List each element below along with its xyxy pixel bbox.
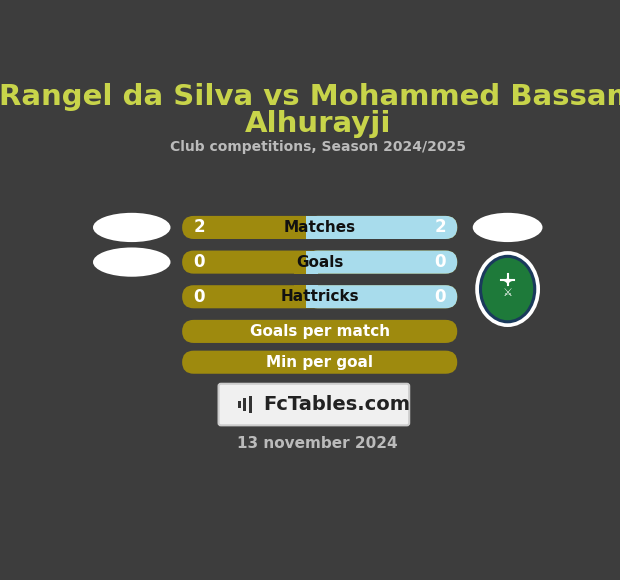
FancyBboxPatch shape <box>306 216 317 239</box>
Text: 13 november 2024: 13 november 2024 <box>237 436 398 451</box>
FancyBboxPatch shape <box>306 251 458 274</box>
FancyBboxPatch shape <box>249 396 252 413</box>
FancyBboxPatch shape <box>294 285 306 309</box>
Text: 0: 0 <box>193 288 205 306</box>
Text: 0: 0 <box>193 253 205 271</box>
FancyBboxPatch shape <box>182 216 458 239</box>
Ellipse shape <box>479 255 536 323</box>
Text: FcTables.com: FcTables.com <box>264 395 410 414</box>
Text: Rangel da Silva vs Mohammed Bassam: Rangel da Silva vs Mohammed Bassam <box>0 82 620 111</box>
FancyBboxPatch shape <box>182 320 458 343</box>
Text: 0: 0 <box>435 288 446 306</box>
Text: 0: 0 <box>435 253 446 271</box>
Text: Club competitions, Season 2024/2025: Club competitions, Season 2024/2025 <box>170 140 466 154</box>
Text: 2: 2 <box>193 219 205 237</box>
Text: Goals per match: Goals per match <box>250 324 390 339</box>
Text: Goals: Goals <box>296 255 343 270</box>
FancyBboxPatch shape <box>243 398 247 411</box>
FancyBboxPatch shape <box>182 351 458 374</box>
FancyBboxPatch shape <box>182 251 458 274</box>
FancyBboxPatch shape <box>306 285 458 309</box>
Text: ⚔: ⚔ <box>503 288 513 298</box>
Ellipse shape <box>93 248 170 277</box>
Ellipse shape <box>482 258 533 320</box>
FancyBboxPatch shape <box>294 251 306 274</box>
FancyBboxPatch shape <box>306 216 458 239</box>
Text: Matches: Matches <box>283 220 356 235</box>
Text: 2: 2 <box>435 219 446 237</box>
FancyBboxPatch shape <box>238 401 241 408</box>
FancyBboxPatch shape <box>219 384 409 425</box>
Text: ✦: ✦ <box>502 276 513 290</box>
FancyBboxPatch shape <box>306 251 317 274</box>
Text: Alhurayji: Alhurayji <box>244 110 391 137</box>
Ellipse shape <box>93 213 170 242</box>
Text: Hattricks: Hattricks <box>280 289 359 304</box>
FancyBboxPatch shape <box>306 285 317 309</box>
FancyBboxPatch shape <box>182 285 458 309</box>
FancyBboxPatch shape <box>294 216 306 239</box>
Text: Min per goal: Min per goal <box>266 355 373 369</box>
Ellipse shape <box>477 252 539 325</box>
Ellipse shape <box>472 213 542 242</box>
